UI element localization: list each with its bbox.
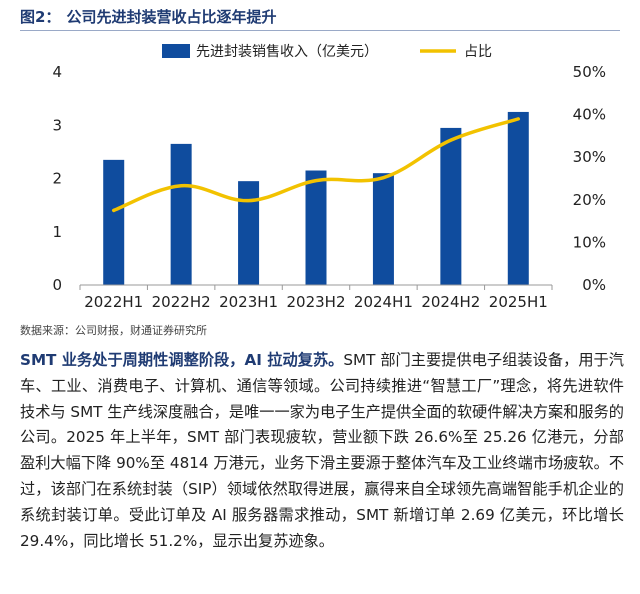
- figure-title-bar: 图2： 公司先进封装营收占比逐年提升: [20, 4, 620, 31]
- right-tick-label: 20%: [573, 191, 606, 209]
- x-tick-label: 2022H1: [84, 293, 143, 311]
- right-tick-label: 10%: [573, 233, 606, 251]
- right-tick-label: 0%: [582, 276, 606, 294]
- revenue-bar: [103, 159, 125, 285]
- left-tick-label: 4: [52, 63, 62, 81]
- ratio-line: [111, 117, 521, 213]
- right-tick-label: 40%: [573, 106, 606, 124]
- x-tick-label: 2025H1: [489, 293, 548, 311]
- bar-series: [103, 111, 529, 285]
- figure-number: 图2：: [20, 8, 61, 26]
- revenue-bar: [170, 143, 192, 285]
- revenue-bar: [372, 173, 394, 285]
- analysis-paragraph: SMT 业务处于周期性调整阶段，AI 拉动复苏。SMT 部门主要提供电子组装设备…: [20, 348, 624, 554]
- left-tick-label: 0: [52, 276, 62, 294]
- data-source: 数据来源：公司财报，财通证券研究所: [20, 324, 207, 337]
- left-tick-label: 1: [52, 223, 62, 241]
- revenue-bar: [440, 127, 462, 285]
- chart-legend: 先进封装销售收入（亿美元） 占比: [162, 44, 492, 60]
- x-tick-label: 2022H2: [152, 293, 211, 311]
- left-tick-label: 3: [52, 116, 62, 134]
- right-tick-label: 30%: [573, 148, 606, 166]
- right-tick-label: 50%: [573, 63, 606, 81]
- right-axis: 0% 10% 20% 30% 40% 50%: [573, 63, 606, 294]
- legend-line-label: 占比: [464, 44, 492, 60]
- left-axis: 0 1 2 3 4: [52, 63, 62, 294]
- x-tick-label: 2023H1: [219, 293, 278, 311]
- x-tick-label: 2023H2: [287, 293, 346, 311]
- x-tick-label: 2024H1: [354, 293, 413, 311]
- legend-bar-swatch: [162, 44, 190, 58]
- revenue-bar: [507, 111, 529, 285]
- paragraph-lead: SMT 业务处于周期性调整阶段，AI 拉动复苏。: [20, 351, 344, 369]
- left-tick-label: 2: [52, 170, 62, 188]
- x-axis: 2022H1 2022H2 2023H1 2023H2 2024H1 2024H2 2025…: [79, 285, 553, 311]
- paragraph-text: SMT 部门主要提供电子组装设备，用于汽车、工业、消费电子、计算机、通信等领域。…: [20, 351, 624, 550]
- revenue-bar: [238, 181, 260, 285]
- legend-bar-label: 先进封装销售收入（亿美元）: [196, 44, 378, 60]
- x-tick-label: 2024H2: [421, 293, 480, 311]
- figure-title: 公司先进封装营收占比逐年提升: [66, 8, 277, 26]
- revenue-bar: [305, 170, 327, 285]
